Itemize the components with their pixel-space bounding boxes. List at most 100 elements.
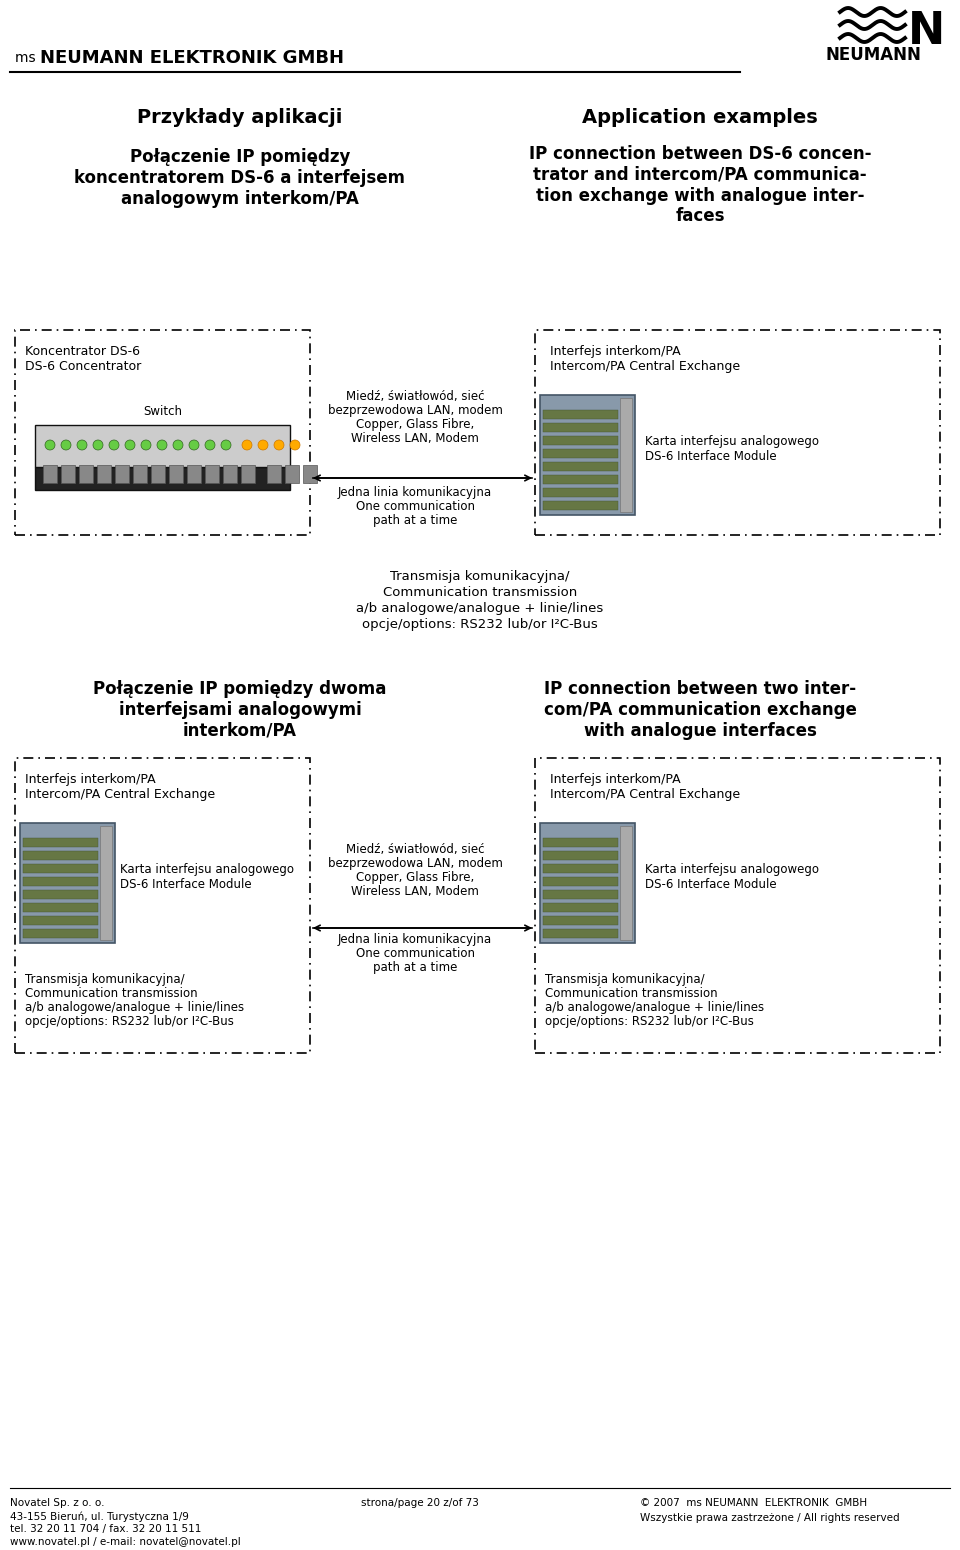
Text: Wireless LAN, Modem: Wireless LAN, Modem <box>351 432 479 445</box>
Text: Intercom/PA Central Exchange: Intercom/PA Central Exchange <box>25 787 215 801</box>
Circle shape <box>290 440 300 450</box>
Text: Interfejs interkom/PA: Interfejs interkom/PA <box>25 773 156 786</box>
Text: NEUMANN ELEKTRONIK GMBH: NEUMANN ELEKTRONIK GMBH <box>40 50 344 67</box>
Bar <box>115 465 129 484</box>
Bar <box>543 423 618 432</box>
Text: Miedź, światłowód, sieć: Miedź, światłowód, sieć <box>346 391 484 403</box>
Text: Miedź, światłowód, sieć: Miedź, światłowód, sieć <box>346 843 484 856</box>
Text: Copper, Glass Fibre,: Copper, Glass Fibre, <box>356 418 474 431</box>
Text: Application examples: Application examples <box>582 109 818 127</box>
Text: a/b analogowe/analogue + linie/lines: a/b analogowe/analogue + linie/lines <box>545 1001 764 1014</box>
Circle shape <box>141 440 151 450</box>
Text: Połączenie IP pomiędzy dwoma
interfejsami analogowymi
interkom/PA: Połączenie IP pomiędzy dwoma interfejsam… <box>93 680 387 739</box>
Text: Communication transmission: Communication transmission <box>545 987 718 1000</box>
Bar <box>23 863 98 873</box>
Text: Communication transmission: Communication transmission <box>25 987 198 1000</box>
Circle shape <box>77 440 87 450</box>
Bar <box>303 465 317 484</box>
Bar <box>169 465 183 484</box>
Bar <box>15 758 310 1052</box>
Bar <box>543 890 618 899</box>
Bar <box>23 839 98 846</box>
Bar <box>543 449 618 457</box>
Text: tel. 32 20 11 704 / fax. 32 20 11 511: tel. 32 20 11 704 / fax. 32 20 11 511 <box>10 1524 202 1534</box>
Bar <box>187 465 201 484</box>
Text: IP connection between DS-6 concen-
trator and intercom/PA communica-
tion exchan: IP connection between DS-6 concen- trato… <box>529 146 872 225</box>
Bar <box>35 467 290 490</box>
Text: Karta interfejsu analogowego: Karta interfejsu analogowego <box>645 863 819 876</box>
Text: DS-6 Interface Module: DS-6 Interface Module <box>120 877 252 891</box>
Bar <box>543 839 618 846</box>
Bar <box>535 758 940 1052</box>
Bar <box>543 474 618 484</box>
Text: Transmisja komunikacyjna/: Transmisja komunikacyjna/ <box>545 973 705 986</box>
Text: Karta interfejsu analogowego: Karta interfejsu analogowego <box>120 863 294 876</box>
Circle shape <box>45 440 55 450</box>
Circle shape <box>274 440 284 450</box>
Bar <box>543 411 618 418</box>
Text: Transmisja komunikacyjna/: Transmisja komunikacyjna/ <box>391 570 569 583</box>
Text: Transmisja komunikacyjna/: Transmisja komunikacyjna/ <box>25 973 184 986</box>
Text: NEUMANN: NEUMANN <box>825 46 921 64</box>
Text: Switch: Switch <box>143 405 182 418</box>
Bar <box>223 465 237 484</box>
Text: ms: ms <box>15 51 40 65</box>
Text: DS-6 Interface Module: DS-6 Interface Module <box>645 449 777 463</box>
Circle shape <box>125 440 135 450</box>
Text: opcje/options: RS232 lub/or I²C-Bus: opcje/options: RS232 lub/or I²C-Bus <box>545 1015 754 1028</box>
Bar <box>23 904 98 911</box>
Circle shape <box>221 440 231 450</box>
Text: One communication: One communication <box>355 501 474 513</box>
Bar <box>15 330 310 535</box>
Bar <box>100 826 112 939</box>
Text: strona/page 20 z/of 73: strona/page 20 z/of 73 <box>361 1497 479 1508</box>
Text: 43-155 Bieruń, ul. Turystyczna 1/9: 43-155 Bieruń, ul. Turystyczna 1/9 <box>10 1511 189 1522</box>
Text: Wireless LAN, Modem: Wireless LAN, Modem <box>351 885 479 897</box>
Text: a/b analogowe/analogue + linie/lines: a/b analogowe/analogue + linie/lines <box>25 1001 244 1014</box>
Bar <box>43 465 57 484</box>
Bar <box>20 823 115 942</box>
Text: DS-6 Concentrator: DS-6 Concentrator <box>25 360 141 374</box>
Text: DS-6 Interface Module: DS-6 Interface Module <box>645 877 777 891</box>
Text: Copper, Glass Fibre,: Copper, Glass Fibre, <box>356 871 474 884</box>
Circle shape <box>205 440 215 450</box>
Bar <box>535 330 940 535</box>
Text: bezprzewodowa LAN, modem: bezprzewodowa LAN, modem <box>327 857 502 870</box>
Text: opcje/options: RS232 lub/or I²C-Bus: opcje/options: RS232 lub/or I²C-Bus <box>362 618 598 631</box>
Bar <box>543 928 618 938</box>
Text: Wszystkie prawa zastrzeżone / All rights reserved: Wszystkie prawa zastrzeżone / All rights… <box>640 1513 900 1524</box>
Bar <box>35 425 290 467</box>
Text: Koncentrator DS-6: Koncentrator DS-6 <box>25 346 140 358</box>
Text: Jedna linia komunikacyjna: Jedna linia komunikacyjna <box>338 933 492 946</box>
Text: www.novatel.pl / e-mail: novatel@novatel.pl: www.novatel.pl / e-mail: novatel@novatel… <box>10 1538 241 1547</box>
Circle shape <box>109 440 119 450</box>
Text: One communication: One communication <box>355 947 474 959</box>
Text: path at a time: path at a time <box>372 515 457 527</box>
Text: Interfejs interkom/PA: Interfejs interkom/PA <box>550 346 681 358</box>
Bar <box>97 465 111 484</box>
Text: Communication transmission: Communication transmission <box>383 586 577 598</box>
Text: IP connection between two inter-
com/PA communication exchange
with analogue int: IP connection between two inter- com/PA … <box>543 680 856 739</box>
Text: Karta interfejsu analogowego: Karta interfejsu analogowego <box>645 436 819 448</box>
Bar <box>205 465 219 484</box>
Bar <box>543 863 618 873</box>
Bar <box>540 823 635 942</box>
Text: opcje/options: RS232 lub/or I²C-Bus: opcje/options: RS232 lub/or I²C-Bus <box>25 1015 234 1028</box>
Circle shape <box>93 440 103 450</box>
Bar <box>23 851 98 860</box>
Text: Novatel Sp. z o. o.: Novatel Sp. z o. o. <box>10 1497 105 1508</box>
Text: path at a time: path at a time <box>372 961 457 973</box>
Bar <box>241 465 255 484</box>
Text: a/b analogowe/analogue + linie/lines: a/b analogowe/analogue + linie/lines <box>356 601 604 615</box>
Bar <box>285 465 299 484</box>
Bar <box>540 395 635 515</box>
Bar <box>79 465 93 484</box>
Bar <box>543 904 618 911</box>
Circle shape <box>189 440 199 450</box>
Bar <box>543 501 618 510</box>
Circle shape <box>157 440 167 450</box>
Bar <box>543 916 618 925</box>
Bar <box>620 398 632 512</box>
Bar <box>543 488 618 498</box>
Bar <box>151 465 165 484</box>
